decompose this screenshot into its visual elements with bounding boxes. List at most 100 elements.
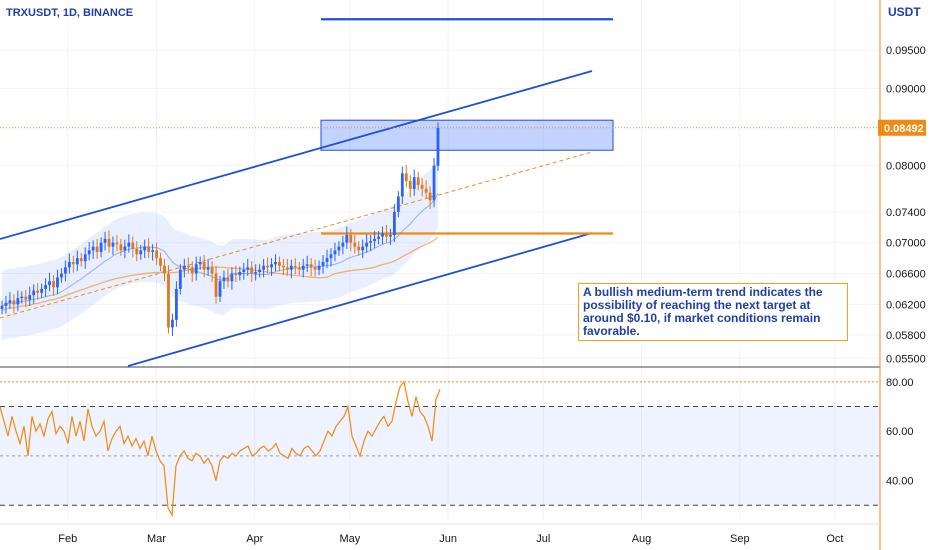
candle-body-104: [412, 177, 416, 189]
candle-body-61: [242, 269, 246, 272]
price-tick-3: 0.07400: [886, 207, 926, 219]
candle-body-9: [36, 290, 40, 293]
candle-body-37: [147, 246, 151, 252]
price-tick-4: 0.07000: [886, 238, 926, 250]
time-axis[interactable]: Feb Mar Apr May Jun Jul Aug Sep Oct: [0, 523, 880, 545]
candle-body-75: [297, 267, 301, 270]
candle-body-25: [99, 242, 103, 252]
candle-body-101: [400, 173, 404, 197]
candle-body-23: [91, 246, 95, 251]
candle-body-73: [289, 265, 293, 270]
candle-body-76: [301, 265, 305, 270]
target-zone: [320, 119, 614, 151]
candle-body-5: [20, 296, 24, 299]
channel-lower-line[interactable]: [127, 232, 593, 367]
candle-body-7: [28, 295, 32, 300]
candle-body-85: [337, 246, 341, 251]
candle-body-31: [123, 246, 127, 251]
candle-body-12: [48, 281, 51, 286]
candle-body-4: [16, 298, 20, 305]
symbol-label: TRXUSDT, 1D, BINANCE: [6, 7, 133, 19]
annotation-box: A bullish medium-term trend indicates th…: [578, 283, 848, 341]
candle-body-29: [115, 242, 119, 245]
candle-body-58: [230, 273, 234, 282]
candle-body-90: [357, 246, 361, 251]
rsi-line: [0, 380, 441, 518]
candle-body-95: [377, 236, 380, 239]
currency-label: USDT: [888, 5, 921, 19]
month-tick-2: Apr: [246, 533, 263, 545]
candle-body-52: [206, 267, 210, 270]
price-tick-1: 0.09000: [886, 84, 926, 96]
candle-body-109: [432, 165, 436, 201]
candle-body-99: [393, 211, 396, 236]
candle-body-100: [396, 196, 400, 212]
candle-body-45: [178, 269, 182, 289]
month-tick-1: Mar: [147, 533, 166, 545]
candle-body-47: [186, 265, 190, 268]
last-price-badge: 0.08492: [878, 119, 926, 136]
candle-body-43: [171, 319, 174, 328]
candle-body-81: [321, 261, 325, 266]
candle-body-2: [8, 300, 12, 303]
candle-body-64: [254, 271, 258, 274]
candle-body-106: [420, 184, 424, 189]
candle-body-39: [155, 250, 158, 259]
moving-average-orange: [1, 236, 439, 312]
candle-body-13: [52, 281, 55, 288]
channel-upper-line[interactable]: [0, 70, 593, 240]
candle-body-70: [278, 261, 281, 266]
candle-body-42: [167, 273, 170, 328]
candle-body-48: [190, 267, 194, 274]
candle-body-66: [262, 265, 265, 270]
month-tick-6: Aug: [632, 533, 652, 545]
candle-body-26: [103, 238, 107, 243]
candle-body-77: [305, 264, 309, 266]
candle-body-107: [424, 188, 428, 193]
candle-body-8: [32, 290, 36, 296]
candle-body-15: [60, 273, 63, 278]
candle-body-94: [373, 238, 376, 242]
candle-body-0: [0, 305, 4, 309]
candle-body-17: [67, 261, 71, 268]
candle-body-83: [329, 254, 333, 259]
candle-body-102: [404, 173, 408, 182]
candle-body-92: [365, 242, 369, 247]
candle-body-80: [317, 265, 321, 270]
candle-body-30: [119, 244, 123, 251]
price-axis[interactable]: 0.09500 0.09000 0.08000 0.07400 0.07000 0.066…: [879, 0, 926, 550]
candle-body-24: [95, 246, 99, 252]
rsi-panel[interactable]: [0, 380, 880, 518]
candle-body-38: [151, 250, 155, 252]
price-panel[interactable]: [0, 18, 880, 367]
bollinger-cloud: [2, 158, 438, 341]
candle-body-72: [285, 267, 289, 270]
candle-body-20: [79, 258, 83, 262]
candle-body-40: [159, 258, 162, 266]
month-tick-8: Oct: [826, 533, 843, 545]
candle-body-18: [71, 261, 75, 265]
month-tick-0: Feb: [58, 533, 77, 545]
candle-body-86: [341, 242, 345, 247]
month-tick-3: May: [339, 533, 360, 545]
price-tick-8: 0.05500: [886, 353, 926, 365]
candle-body-74: [293, 265, 297, 268]
candle-body-87: [345, 235, 349, 243]
price-tick-6: 0.06200: [886, 299, 926, 311]
candle-body-46: [182, 265, 186, 270]
candle-body-71: [282, 265, 285, 268]
candle-body-65: [258, 269, 262, 272]
price-tick-0: 0.09500: [886, 45, 926, 57]
last-price-text: 0.08492: [884, 123, 924, 135]
candle-body-57: [226, 277, 230, 282]
candle-body-78: [309, 264, 313, 268]
candle-body-16: [64, 267, 67, 274]
last-price-badge-bg: [878, 119, 926, 136]
candle-body-34: [135, 248, 139, 255]
candle-body-98: [389, 235, 392, 237]
candle-body-36: [143, 246, 147, 251]
candle-body-59: [234, 273, 238, 276]
price-tick-5: 0.06600: [886, 269, 926, 281]
candle-body-28: [111, 242, 115, 247]
